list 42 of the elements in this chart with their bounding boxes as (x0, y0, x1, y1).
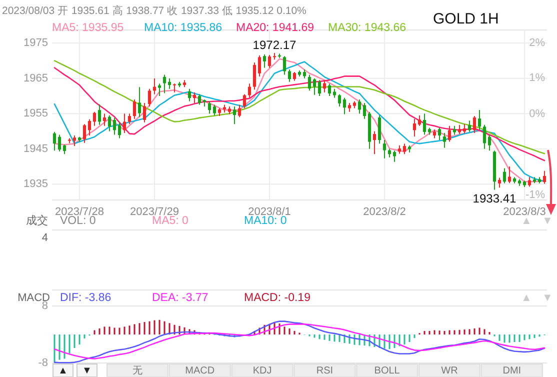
chart-title: GOLD 1H (433, 10, 499, 28)
text: WR (441, 366, 458, 376)
text: VOL: 0 (60, 215, 96, 227)
text: ▲ (521, 292, 532, 304)
text: MA10: 1935.86 (144, 22, 222, 34)
x-tick-label: 2023/8/2 (363, 206, 406, 218)
text: MA30: 1943.66 (328, 22, 406, 34)
annotation: -1% (525, 189, 546, 201)
annotation: 0% (529, 108, 546, 120)
text: 成交 (26, 214, 48, 227)
y-tick-label: 1955 (24, 108, 48, 120)
text: KDJ (252, 366, 272, 376)
x-tick-label: 2023/8/3 (503, 206, 546, 218)
y-tick-label: 1965 (24, 72, 48, 84)
text: RSI (316, 366, 334, 376)
text: DMI (502, 366, 522, 376)
text: MA5: 0 (152, 215, 188, 227)
text: MACD (185, 366, 215, 376)
y-tick-label: 1935 (24, 178, 48, 190)
text: MACD: -0.19 (244, 292, 310, 304)
annotation: 1972.17 (252, 38, 297, 52)
text: ▼ (542, 215, 553, 227)
annotation: 1% (529, 72, 546, 84)
annotation: 1933.41 (472, 192, 517, 206)
text: 4 (42, 232, 48, 244)
y-tick-label: 8 (42, 300, 48, 312)
text: 无 (132, 366, 142, 376)
text: DIF: -3.86 (60, 292, 112, 304)
text: MA10: 0 (244, 215, 287, 227)
y-tick-label: 1975 (24, 37, 48, 50)
text: ▲ (58, 366, 68, 376)
y-tick-label: -8 (38, 357, 48, 369)
text: MA20: 1941.69 (236, 22, 314, 34)
y-tick-label: 1945 (24, 142, 48, 155)
text: MA5: 1935.95 (52, 22, 124, 34)
text: ▼ (82, 366, 92, 376)
text: DEA: -3.77 (152, 292, 208, 304)
text: ▲ (521, 215, 532, 227)
text: 2023/08/03 开 1935.61 高 1938.77 收 1937.33 低 1935.12 0.10% (2, 4, 306, 17)
annotation: 2% (529, 37, 546, 49)
text: BOLL (374, 366, 400, 376)
text: ▼ (542, 292, 553, 304)
